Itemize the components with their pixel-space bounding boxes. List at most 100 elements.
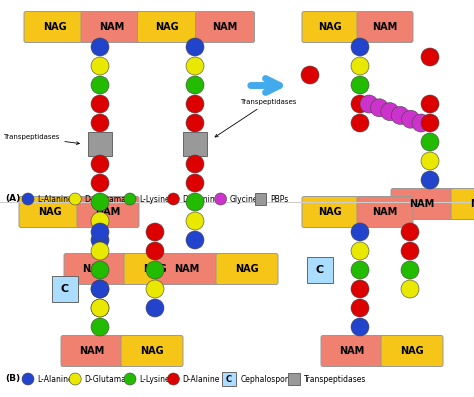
FancyBboxPatch shape [302,197,358,227]
Circle shape [167,373,179,385]
Circle shape [91,280,109,298]
Text: Transpeptidases: Transpeptidases [304,374,366,384]
Circle shape [146,299,164,317]
FancyBboxPatch shape [61,335,123,366]
Circle shape [91,318,109,336]
Circle shape [421,95,439,113]
FancyBboxPatch shape [391,189,453,220]
FancyBboxPatch shape [216,254,278,285]
Circle shape [91,299,109,317]
Circle shape [167,193,179,205]
Text: NAG: NAG [235,264,259,274]
Text: NAG: NAG [318,22,342,32]
Circle shape [91,231,109,249]
Text: L-Alanine: L-Alanine [37,374,73,384]
Text: NAM: NAM [100,22,125,32]
Circle shape [401,110,419,128]
Circle shape [351,299,369,317]
Circle shape [91,155,109,173]
Text: NAM: NAM [174,264,200,274]
Text: NAG: NAG [400,346,424,356]
Circle shape [186,76,204,94]
FancyBboxPatch shape [195,12,255,42]
Circle shape [91,95,109,113]
Circle shape [22,373,34,385]
Circle shape [351,280,369,298]
Circle shape [146,280,164,298]
Text: NAG: NAG [155,22,179,32]
Circle shape [124,193,136,205]
Circle shape [421,114,439,132]
FancyBboxPatch shape [64,254,126,285]
Circle shape [186,155,204,173]
Circle shape [351,38,369,56]
Circle shape [91,261,109,279]
Circle shape [91,174,109,192]
Circle shape [381,102,399,121]
Circle shape [186,38,204,56]
Circle shape [351,76,369,94]
Circle shape [351,242,369,260]
Circle shape [91,212,109,230]
Text: NAM: NAM [339,346,365,356]
Text: NAG: NAG [38,207,62,217]
FancyBboxPatch shape [451,189,474,220]
Circle shape [186,57,204,75]
Text: L-Lysine: L-Lysine [139,195,170,204]
FancyBboxPatch shape [77,197,139,227]
Circle shape [186,212,204,230]
Circle shape [91,242,109,260]
Circle shape [401,223,419,241]
Circle shape [421,152,439,170]
Circle shape [401,242,419,260]
Circle shape [69,373,81,385]
Text: NAM: NAM [82,264,108,274]
Circle shape [351,95,369,113]
Text: Transpeptidases: Transpeptidases [215,99,296,137]
Circle shape [146,223,164,241]
Circle shape [91,114,109,132]
Circle shape [215,193,227,205]
Text: NAG: NAG [470,199,474,209]
FancyBboxPatch shape [121,335,183,366]
Text: Glycine: Glycine [229,195,258,204]
Circle shape [186,174,204,192]
FancyBboxPatch shape [302,12,358,42]
Circle shape [91,76,109,94]
Text: PBPs: PBPs [270,195,289,204]
Circle shape [351,114,369,132]
Text: NAG: NAG [43,22,67,32]
Text: NAG: NAG [318,207,342,217]
Circle shape [91,57,109,75]
Circle shape [91,280,109,298]
Circle shape [91,223,109,241]
Text: D-Glutamate: D-Glutamate [84,195,134,204]
Text: D-Alanine: D-Alanine [182,195,220,204]
Circle shape [22,193,34,205]
Text: NAM: NAM [410,199,435,209]
Text: C: C [226,374,232,384]
Circle shape [421,171,439,189]
Text: NAM: NAM [95,207,120,217]
Text: L-Alanine: L-Alanine [37,195,73,204]
Text: NAG: NAG [140,346,164,356]
FancyBboxPatch shape [124,254,186,285]
Circle shape [421,133,439,151]
Circle shape [91,299,109,317]
Circle shape [146,242,164,260]
Text: NAM: NAM [212,22,237,32]
Circle shape [301,66,319,84]
Text: NAM: NAM [373,207,398,217]
Circle shape [69,193,81,205]
Text: (A): (A) [5,195,20,204]
Text: L-Lysine: L-Lysine [139,374,170,384]
Circle shape [351,223,369,241]
Text: Transpeptidases: Transpeptidases [3,134,79,145]
Circle shape [391,106,409,124]
Text: D-Alanine: D-Alanine [182,374,220,384]
Circle shape [421,48,439,66]
Circle shape [91,193,109,211]
FancyBboxPatch shape [156,254,218,285]
FancyBboxPatch shape [321,335,383,366]
Circle shape [91,38,109,56]
